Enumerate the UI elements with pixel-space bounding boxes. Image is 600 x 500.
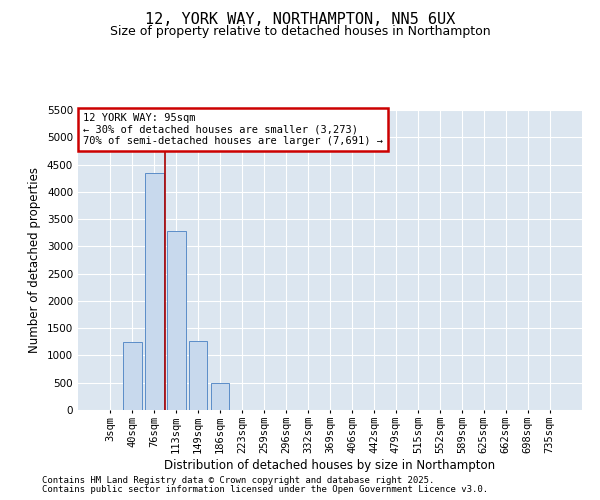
Text: 12 YORK WAY: 95sqm
← 30% of detached houses are smaller (3,273)
70% of semi-deta: 12 YORK WAY: 95sqm ← 30% of detached hou… [83, 113, 383, 146]
Bar [189, 340, 208, 410]
Bar [211, 384, 229, 410]
Text: Size of property relative to detached houses in Northampton: Size of property relative to detached ho… [110, 25, 490, 38]
Y-axis label: Number of detached properties: Number of detached properties [28, 167, 41, 353]
Text: Contains HM Land Registry data © Crown copyright and database right 2025.: Contains HM Land Registry data © Crown c… [42, 476, 434, 485]
X-axis label: Distribution of detached houses by size in Northampton: Distribution of detached houses by size … [164, 458, 496, 471]
Text: Contains public sector information licensed under the Open Government Licence v3: Contains public sector information licen… [42, 485, 488, 494]
Bar [145, 172, 164, 410]
Text: 12, YORK WAY, NORTHAMPTON, NN5 6UX: 12, YORK WAY, NORTHAMPTON, NN5 6UX [145, 12, 455, 28]
Bar [123, 342, 142, 410]
Bar [167, 231, 185, 410]
